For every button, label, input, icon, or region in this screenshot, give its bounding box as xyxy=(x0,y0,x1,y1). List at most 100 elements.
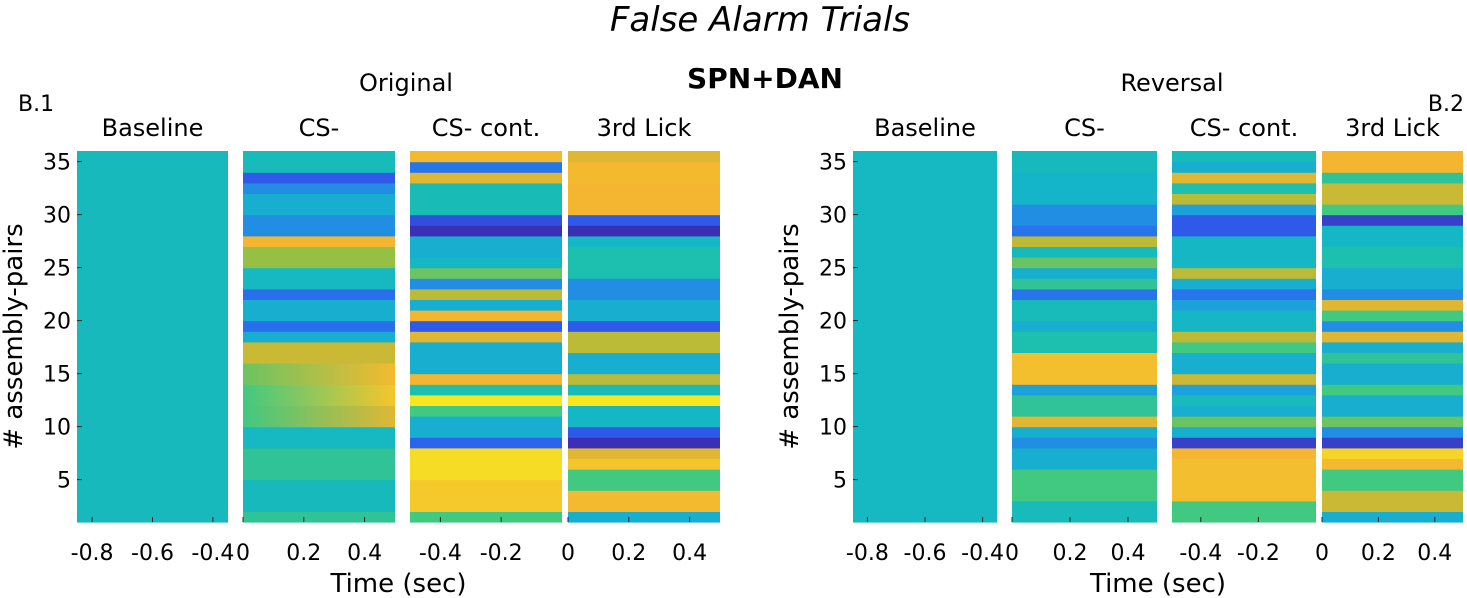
heatmap-row-band xyxy=(1172,500,1316,523)
heatmap-row-band xyxy=(243,172,395,184)
heatmap-row-band xyxy=(243,405,395,428)
heatmap-row-band xyxy=(243,479,395,512)
heatmap-row-band xyxy=(568,490,720,512)
heatmap-row-band xyxy=(410,416,562,438)
heatmap-row-band xyxy=(243,447,395,481)
heatmap-row-band xyxy=(243,193,395,216)
heatmap-row-band xyxy=(1172,310,1316,332)
x-tick-label: 0.2 xyxy=(1053,541,1088,566)
segment-title: CS- xyxy=(1064,114,1105,142)
heatmap-row-band xyxy=(410,447,562,481)
y-tick-label: 15 xyxy=(819,363,847,388)
figure-title: False Alarm Trials xyxy=(609,0,911,40)
heatmap-row-band xyxy=(1322,182,1463,205)
heatmap-row-band xyxy=(1172,394,1316,406)
heatmap-row-band xyxy=(568,235,720,247)
center-label: SPN+DAN xyxy=(687,62,843,95)
heatmap-row-band xyxy=(1172,204,1316,216)
heatmap-row-band xyxy=(1322,214,1463,226)
segment-title: CS- xyxy=(299,114,340,142)
x-tick-label: 0 xyxy=(1005,541,1019,566)
heatmap-row-band xyxy=(1322,416,1463,428)
heatmap-row-band xyxy=(410,320,562,332)
heatmap-row-band xyxy=(1322,394,1463,417)
heatmap-row-band xyxy=(1172,278,1316,290)
heatmap-row-band xyxy=(1172,426,1316,438)
panel-original: B.1 Original Baseline -0.8 -0.6 -0.4 CS- 0 0.2 0.… xyxy=(0,69,720,598)
heatmap-row-band xyxy=(1322,320,1463,332)
heatmap-row-band xyxy=(1012,299,1157,322)
panel-reversal: B.2 Reversal Baseline -0.8 -0.6 -0.4 CS- 0 0.2 0.… xyxy=(775,69,1464,598)
segment-title: CS- cont. xyxy=(432,114,540,142)
heatmap-row-band xyxy=(1322,352,1463,364)
heatmap-row-band xyxy=(410,151,562,163)
heatmap-row-band xyxy=(568,447,720,459)
heatmap-row-band xyxy=(410,225,562,237)
segment-title: Baseline xyxy=(874,114,976,142)
x-tick-label: -0.6 xyxy=(131,541,174,566)
heatmap-row-band xyxy=(1172,235,1316,269)
heatmap-row-band xyxy=(410,405,562,417)
heatmap-row-band xyxy=(410,278,562,290)
y-tick-label: 35 xyxy=(819,151,847,176)
heatmap-row-band xyxy=(568,437,720,449)
heatmap-row-band xyxy=(568,151,720,163)
x-tick-label: 0 xyxy=(1315,541,1329,566)
heatmap-segment-lick xyxy=(568,151,720,523)
x-tick-label: 0.4 xyxy=(1417,541,1452,566)
heatmap-row-band xyxy=(410,214,562,226)
panel-label: B.1 xyxy=(18,92,54,117)
heatmap-row-band xyxy=(568,214,720,226)
heatmap-row-band xyxy=(568,373,720,385)
x-axis-label: Time (sec) xyxy=(1089,569,1226,598)
heatmap-row-band xyxy=(1172,458,1316,502)
heatmap-row-band xyxy=(410,257,562,269)
heatmap-row-band xyxy=(1322,384,1463,396)
heatmap-row-band xyxy=(1172,267,1316,279)
heatmap-row-band xyxy=(568,458,720,470)
y-tick-label: 5 xyxy=(57,469,71,494)
heatmap-row-band xyxy=(1322,310,1463,322)
y-tick-label: 20 xyxy=(819,310,847,335)
heatmap-row-band xyxy=(1012,246,1157,258)
heatmap-row-band xyxy=(1012,204,1157,226)
heatmap-row-band xyxy=(1172,161,1316,173)
heatmap-row-band xyxy=(1322,225,1463,247)
heatmap-row-band xyxy=(568,394,720,406)
heatmap-row-band xyxy=(568,320,720,332)
heatmap-row-band xyxy=(1012,416,1157,428)
heatmap-row-band xyxy=(1322,288,1463,300)
heatmap-segment-cs xyxy=(1012,151,1157,523)
heatmap-segment-baseline xyxy=(853,151,997,523)
heatmap-row-band xyxy=(1322,490,1463,512)
y-tick-label: 25 xyxy=(819,257,847,282)
heatmap-row-band xyxy=(1322,469,1463,491)
heatmap-row-band xyxy=(568,384,720,396)
heatmap-row-band xyxy=(243,151,395,173)
heatmap-row-band xyxy=(1322,341,1463,353)
heatmap-row-band xyxy=(243,299,395,322)
heatmap-row-band xyxy=(1172,288,1316,300)
heatmap-row-band xyxy=(1322,447,1463,459)
heatmap-row-band xyxy=(1012,500,1157,523)
heatmap-row-band xyxy=(1322,363,1463,385)
heatmap-row-band xyxy=(243,341,395,364)
heatmap-row-band xyxy=(1172,331,1316,343)
heatmap-row-band xyxy=(243,246,395,269)
heatmap-row-band xyxy=(410,511,562,523)
y-tick-label: 10 xyxy=(43,416,71,441)
heatmap-row-band xyxy=(410,479,562,512)
heatmap-row-band xyxy=(568,278,720,300)
heatmap-row-band xyxy=(410,341,562,375)
heatmap-row-band xyxy=(1012,320,1157,332)
heatmap-row-band xyxy=(568,299,720,322)
heatmap-row-band xyxy=(1322,299,1463,311)
y-tick-label: 20 xyxy=(43,310,71,335)
heatmap-segment-cont xyxy=(1172,151,1316,523)
heatmap-row-band xyxy=(1322,437,1463,449)
heatmap-row-band xyxy=(243,331,395,343)
heatmap-row-band xyxy=(1172,193,1316,205)
heatmap-row-band xyxy=(1172,172,1316,184)
x-tick-label: -0.6 xyxy=(904,541,947,566)
y-tick-label: 25 xyxy=(43,257,71,282)
